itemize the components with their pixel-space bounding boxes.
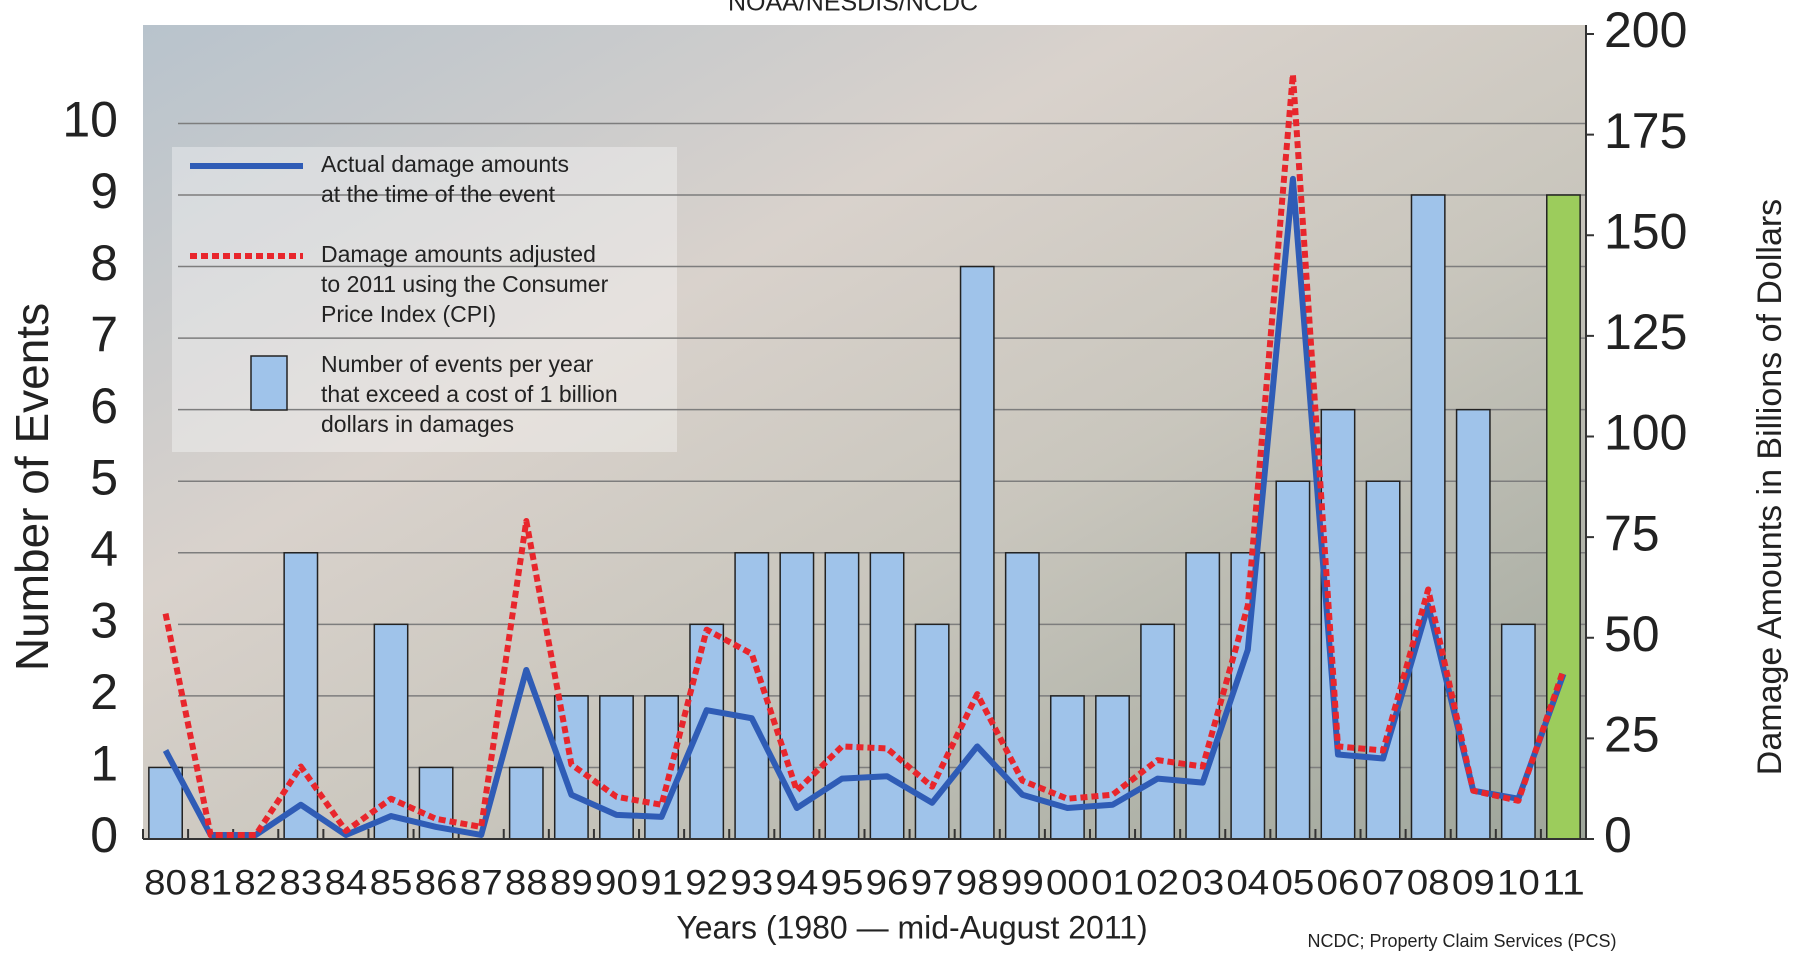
x-tick-label: 92 [685, 863, 728, 902]
x-tick-label: 02 [1136, 863, 1179, 902]
x-tick-label: 99 [1001, 863, 1044, 902]
x-tick-label: 91 [640, 863, 683, 902]
y2-axis-title: Damage Amounts in Billions of Dollars [1751, 199, 1789, 775]
y2-tick-label: 25 [1604, 707, 1660, 763]
x-tick-label: 94 [775, 863, 818, 902]
x-tick-label: 83 [279, 863, 322, 902]
y-tick-label: 6 [90, 378, 118, 434]
bar [1547, 195, 1580, 839]
bar [735, 553, 768, 839]
y-tick-label: 8 [90, 235, 118, 291]
y-tick-label: 0 [90, 807, 118, 863]
x-tick-label: 03 [1181, 863, 1224, 902]
y2-tick-label: 100 [1604, 405, 1687, 461]
x-tick-label: 89 [550, 863, 593, 902]
bar [1051, 696, 1084, 839]
x-tick-label: 93 [730, 863, 773, 902]
x-tick-label: 85 [370, 863, 413, 902]
x-tick-label: 90 [595, 863, 638, 902]
bar [825, 553, 858, 839]
x-tick-label: 04 [1226, 863, 1269, 902]
bar [1186, 553, 1219, 839]
y2-tick-label: 0 [1604, 807, 1632, 863]
legend-swatch [251, 356, 287, 410]
bar [284, 553, 317, 839]
bar [1096, 696, 1129, 839]
y-tick-label: 10 [62, 92, 118, 148]
chart-title: NOAA/NESDIS/NCDC [728, 0, 978, 17]
x-tick-label: 82 [234, 863, 277, 902]
bar [1366, 481, 1399, 839]
x-tick-label: 00 [1046, 863, 1089, 902]
bar [1457, 410, 1490, 839]
y2-tick-label: 75 [1604, 505, 1660, 561]
x-tick-label: 80 [144, 863, 187, 902]
y-tick-label: 3 [90, 593, 118, 649]
bar [915, 624, 948, 839]
x-tick-label: 05 [1271, 863, 1314, 902]
bar [1502, 624, 1535, 839]
x-tick-label: 84 [325, 863, 368, 902]
x-tick-label: 09 [1452, 863, 1495, 902]
x-axis-title: Years (1980 — mid-August 2011) [676, 909, 1147, 945]
bar [510, 767, 543, 839]
bar [1276, 481, 1309, 839]
x-tick-label: 88 [505, 863, 548, 902]
x-tick-label: 97 [911, 863, 954, 902]
y-tick-label: 2 [90, 664, 118, 720]
page: NOAA/NESDIS/NCDC Number of Events Damage… [0, 0, 1795, 953]
x-tick-label: 98 [956, 863, 999, 902]
y2-tick-label: 200 [1604, 2, 1687, 58]
y2-tick-label: 175 [1604, 103, 1687, 159]
x-tick-label: 87 [460, 863, 503, 902]
chart: NOAA/NESDIS/NCDC Number of Events Damage… [0, 0, 1795, 953]
bar [961, 267, 994, 839]
x-tick-label: 96 [866, 863, 909, 902]
y-tick-label: 1 [90, 736, 118, 792]
x-tick-label: 01 [1091, 863, 1134, 902]
x-tick-label: 07 [1362, 863, 1405, 902]
x-tick-label: 10 [1497, 863, 1540, 902]
y-tick-label: 5 [90, 449, 118, 505]
source-note: NCDC; Property Claim Services (PCS) [1307, 931, 1616, 951]
x-tick-label: 86 [415, 863, 458, 902]
y-tick-label: 9 [90, 163, 118, 219]
x-tick-label: 11 [1542, 863, 1585, 902]
y2-tick-label: 150 [1604, 203, 1687, 259]
y2-tick-label: 125 [1604, 304, 1687, 360]
bar [780, 553, 813, 839]
x-tick-label: 06 [1317, 863, 1360, 902]
y-axis-title: Number of Events [6, 303, 58, 671]
bar [1141, 624, 1174, 839]
y-tick-label: 4 [90, 521, 118, 577]
y-tick-label: 7 [90, 306, 118, 362]
x-tick-label: 95 [821, 863, 864, 902]
y2-tick-label: 50 [1604, 606, 1660, 662]
x-tick-label: 08 [1407, 863, 1450, 902]
bar [1411, 195, 1444, 839]
bar [870, 553, 903, 839]
x-tick-label: 81 [189, 863, 232, 902]
